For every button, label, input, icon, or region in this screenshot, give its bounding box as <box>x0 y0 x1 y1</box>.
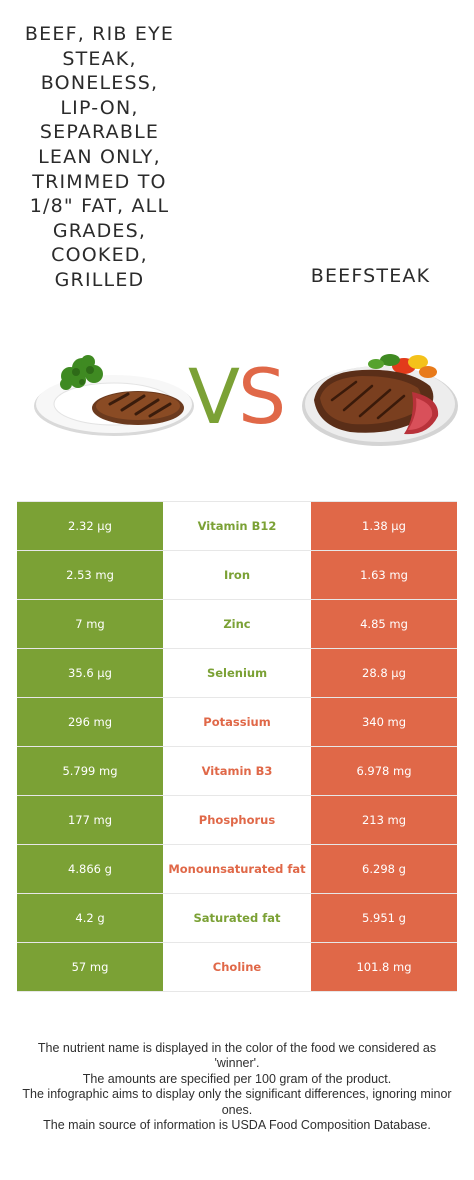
footer-note-aims: The infographic aims to display only the… <box>22 1087 452 1117</box>
table-row: 2.53 mg Iron 1.63 mg <box>17 551 457 600</box>
nutrient-name: Monounsaturated fat <box>163 845 311 893</box>
left-value: 57 mg <box>17 943 163 991</box>
vs-v: V <box>188 352 240 441</box>
footer-notes: The nutrient name is displayed in the co… <box>14 1041 460 1133</box>
right-value: 6.298 g <box>311 845 457 893</box>
nutrient-name: Potassium <box>163 698 311 746</box>
table-row: 177 mg Phosphorus 213 mg <box>17 796 457 845</box>
left-value: 2.32 µg <box>17 502 163 550</box>
footer-note-winner: The nutrient name is displayed in the co… <box>37 1041 437 1071</box>
right-value: 213 mg <box>311 796 457 844</box>
nutrient-name: Iron <box>163 551 311 599</box>
table-row: 35.6 µg Selenium 28.8 µg <box>17 649 457 698</box>
left-value: 177 mg <box>17 796 163 844</box>
table-row: 296 mg Potassium 340 mg <box>17 698 457 747</box>
left-food-title: BEEF, RIB EYE STEAK, BONELESS, LIP-ON, S… <box>24 23 175 291</box>
right-food-title: BEEFSTEAK <box>310 265 431 287</box>
nutrient-name: Zinc <box>163 600 311 648</box>
left-value: 296 mg <box>17 698 163 746</box>
table-row: 57 mg Choline 101.8 mg <box>17 943 457 992</box>
right-value: 6.978 mg <box>311 747 457 795</box>
nutrient-name: Choline <box>163 943 311 991</box>
right-value: 5.951 g <box>311 894 457 942</box>
table-row: 2.32 µg Vitamin B12 1.38 µg <box>17 502 457 551</box>
vs-label: VS <box>188 352 286 442</box>
right-value: 101.8 mg <box>311 943 457 991</box>
left-value: 5.799 mg <box>17 747 163 795</box>
left-value: 4.2 g <box>17 894 163 942</box>
vs-s: S <box>238 352 286 441</box>
nutrient-name: Vitamin B3 <box>163 747 311 795</box>
steak-plate-image <box>34 355 194 436</box>
footer-note-amounts: The amounts are specified per 100 gram o… <box>82 1071 392 1086</box>
table-row: 7 mg Zinc 4.85 mg <box>17 600 457 649</box>
nutrient-name: Phosphorus <box>163 796 311 844</box>
nutrient-name: Selenium <box>163 649 311 697</box>
right-value: 1.63 mg <box>311 551 457 599</box>
left-value: 7 mg <box>17 600 163 648</box>
left-value: 35.6 µg <box>17 649 163 697</box>
right-value: 28.8 µg <box>311 649 457 697</box>
beefsteak-image <box>302 354 458 446</box>
table-row: 5.799 mg Vitamin B3 6.978 mg <box>17 747 457 796</box>
right-value: 1.38 µg <box>311 502 457 550</box>
left-value: 4.866 g <box>17 845 163 893</box>
nutrient-name: Saturated fat <box>163 894 311 942</box>
table-row: 4.2 g Saturated fat 5.951 g <box>17 894 457 943</box>
right-value: 340 mg <box>311 698 457 746</box>
table-row: 4.866 g Monounsaturated fat 6.298 g <box>17 845 457 894</box>
left-value: 2.53 mg <box>17 551 163 599</box>
nutrient-comparison-table: 2.32 µg Vitamin B12 1.38 µg 2.53 mg Iron 1.63… <box>17 501 457 992</box>
footer-note-source: The main source of information is USDA F… <box>43 1118 431 1133</box>
nutrient-name: Vitamin B12 <box>163 502 311 550</box>
right-value: 4.85 mg <box>311 600 457 648</box>
